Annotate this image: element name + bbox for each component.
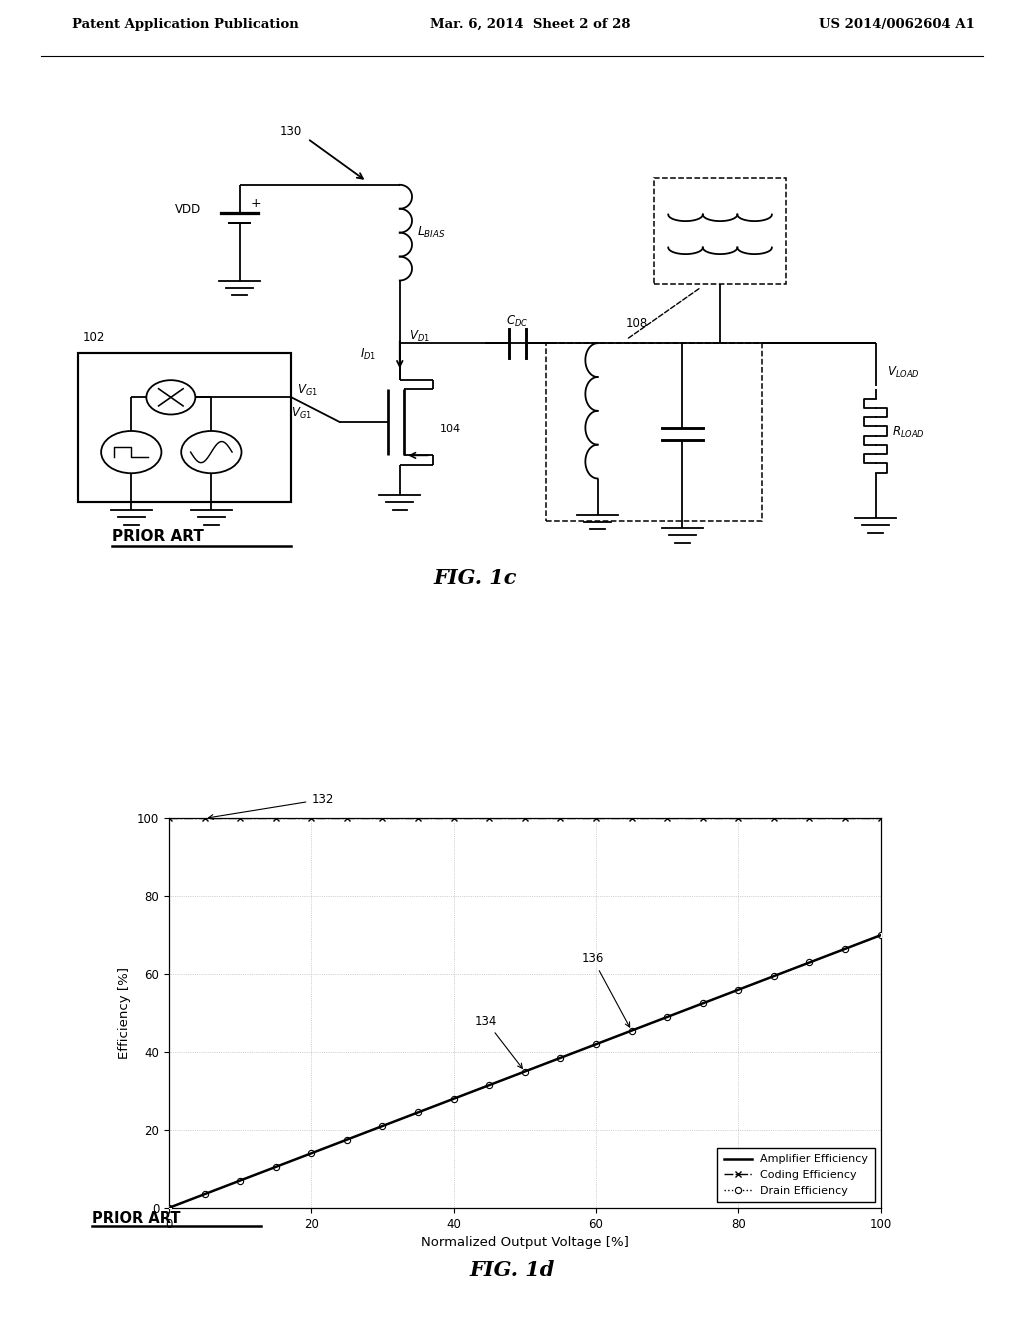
Coding Efficiency xyxy=(626,810,638,826)
Drain Efficiency xyxy=(732,982,744,998)
Text: 134: 134 xyxy=(475,1015,522,1068)
Coding Efficiency xyxy=(839,810,851,826)
Amplifier Efficiency xyxy=(269,1159,282,1175)
Line: Amplifier Efficiency: Amplifier Efficiency xyxy=(169,935,881,1208)
Coding Efficiency xyxy=(341,810,353,826)
Text: $L_{BIAS}$: $L_{BIAS}$ xyxy=(417,226,445,240)
Coding Efficiency xyxy=(412,810,424,826)
Drain Efficiency xyxy=(874,927,887,942)
Drain Efficiency xyxy=(839,941,851,957)
Drain Efficiency xyxy=(163,1200,175,1216)
Amplifier Efficiency xyxy=(626,1023,638,1039)
Drain Efficiency xyxy=(518,1064,530,1080)
Amplifier Efficiency xyxy=(233,1172,246,1188)
Coding Efficiency xyxy=(732,810,744,826)
Text: +: + xyxy=(251,197,261,210)
Drain Efficiency xyxy=(803,954,815,970)
Y-axis label: Efficiency [%]: Efficiency [%] xyxy=(119,968,131,1059)
Drain Efficiency xyxy=(554,1049,566,1065)
Drain Efficiency xyxy=(662,1008,674,1024)
Amplifier Efficiency xyxy=(163,1200,175,1216)
Amplifier Efficiency xyxy=(305,1146,317,1162)
Amplifier Efficiency xyxy=(377,1118,389,1134)
Amplifier Efficiency xyxy=(590,1036,602,1052)
Text: $R_{LOAD}$: $R_{LOAD}$ xyxy=(893,425,926,440)
Coding Efficiency xyxy=(233,810,246,826)
X-axis label: Normalized Output Voltage [%]: Normalized Output Voltage [%] xyxy=(421,1236,629,1249)
Drain Efficiency xyxy=(233,1172,246,1188)
Text: Patent Application Publication: Patent Application Publication xyxy=(72,17,298,30)
Amplifier Efficiency xyxy=(518,1064,530,1080)
Coding Efficiency xyxy=(518,810,530,826)
Text: $C_{DC}$: $C_{DC}$ xyxy=(507,314,528,329)
Line: Drain Efficiency: Drain Efficiency xyxy=(166,932,884,1210)
Text: 136: 136 xyxy=(582,953,630,1027)
Coding Efficiency xyxy=(874,810,887,826)
Amplifier Efficiency xyxy=(803,954,815,970)
Text: 130: 130 xyxy=(280,125,301,139)
Text: 108: 108 xyxy=(626,317,648,330)
Drain Efficiency xyxy=(696,995,709,1011)
Amplifier Efficiency xyxy=(732,982,744,998)
Text: US 2014/0062604 A1: US 2014/0062604 A1 xyxy=(819,17,975,30)
Text: $I_{D1}$: $I_{D1}$ xyxy=(360,347,377,362)
Coding Efficiency xyxy=(554,810,566,826)
Text: PRIOR ART: PRIOR ART xyxy=(92,1210,180,1226)
Coding Efficiency xyxy=(305,810,317,826)
Amplifier Efficiency xyxy=(662,1008,674,1024)
Coding Efficiency xyxy=(377,810,389,826)
Bar xyxy=(546,343,763,521)
Amplifier Efficiency xyxy=(874,927,887,942)
Coding Efficiency xyxy=(768,810,780,826)
Text: FIG. 1d: FIG. 1d xyxy=(469,1259,555,1280)
Text: FIG. 1c: FIG. 1c xyxy=(433,568,517,589)
Amplifier Efficiency xyxy=(412,1105,424,1121)
Text: Mar. 6, 2014  Sheet 2 of 28: Mar. 6, 2014 Sheet 2 of 28 xyxy=(430,17,631,30)
Coding Efficiency xyxy=(447,810,460,826)
Text: $V_{D1}$: $V_{D1}$ xyxy=(410,329,430,345)
Drain Efficiency xyxy=(483,1077,496,1093)
Bar xyxy=(78,354,292,502)
Text: 132: 132 xyxy=(209,793,334,820)
Text: 104: 104 xyxy=(439,424,461,434)
Drain Efficiency xyxy=(199,1187,211,1203)
Amplifier Efficiency xyxy=(447,1090,460,1106)
Coding Efficiency xyxy=(269,810,282,826)
Coding Efficiency xyxy=(662,810,674,826)
Line: Coding Efficiency: Coding Efficiency xyxy=(166,814,884,822)
Amplifier Efficiency xyxy=(696,995,709,1011)
Coding Efficiency xyxy=(590,810,602,826)
Amplifier Efficiency xyxy=(199,1187,211,1203)
Drain Efficiency xyxy=(269,1159,282,1175)
Text: 102: 102 xyxy=(82,331,104,345)
Amplifier Efficiency xyxy=(768,968,780,983)
Amplifier Efficiency xyxy=(483,1077,496,1093)
Text: $V_{LOAD}$: $V_{LOAD}$ xyxy=(887,366,920,380)
Amplifier Efficiency xyxy=(554,1049,566,1065)
Drain Efficiency xyxy=(626,1023,638,1039)
Drain Efficiency xyxy=(590,1036,602,1052)
Text: VDD: VDD xyxy=(175,203,201,216)
Drain Efficiency xyxy=(377,1118,389,1134)
Coding Efficiency xyxy=(803,810,815,826)
Drain Efficiency xyxy=(305,1146,317,1162)
Drain Efficiency xyxy=(447,1090,460,1106)
Coding Efficiency xyxy=(696,810,709,826)
Amplifier Efficiency xyxy=(341,1131,353,1147)
Amplifier Efficiency xyxy=(839,941,851,957)
Text: PRIOR ART: PRIOR ART xyxy=(113,529,205,544)
Coding Efficiency xyxy=(163,810,175,826)
Drain Efficiency xyxy=(341,1131,353,1147)
Bar xyxy=(654,178,786,284)
Drain Efficiency xyxy=(768,968,780,983)
Drain Efficiency xyxy=(412,1105,424,1121)
Coding Efficiency xyxy=(483,810,496,826)
Legend: Amplifier Efficiency, Coding Efficiency, Drain Efficiency: Amplifier Efficiency, Coding Efficiency,… xyxy=(717,1148,876,1203)
Coding Efficiency xyxy=(199,810,211,826)
Text: $V_{G1}$: $V_{G1}$ xyxy=(297,383,318,399)
Text: $V_{G1}$: $V_{G1}$ xyxy=(291,407,312,421)
